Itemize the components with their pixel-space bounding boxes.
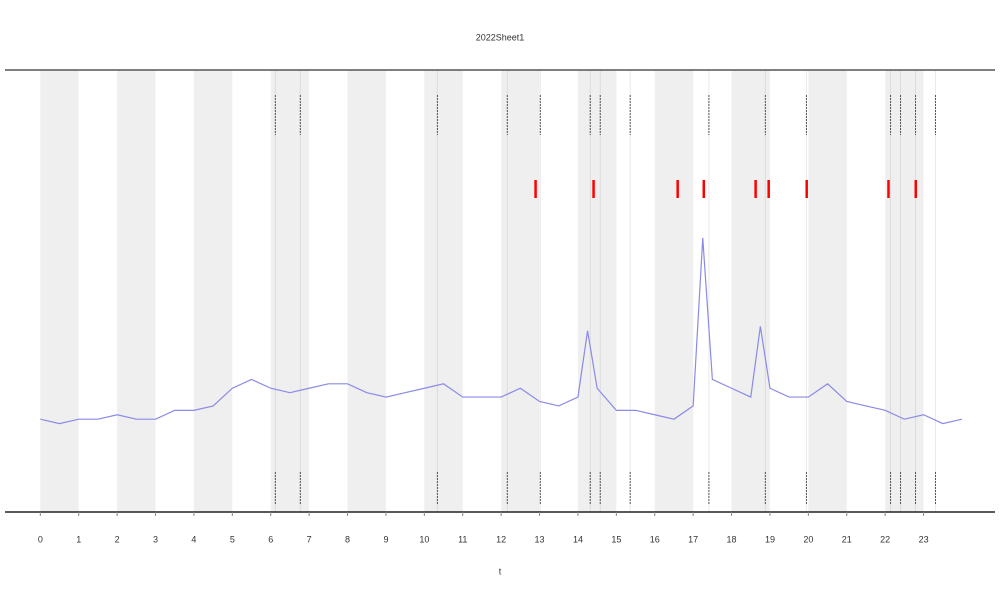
x-tick-label: 14 [573,534,583,544]
x-tick-label: 13 [535,534,545,544]
x-tick-label: 15 [611,534,621,544]
x-tick-label: 11 [458,534,467,544]
shaded-period [654,70,694,512]
x-tick-label: 8 [345,534,350,544]
shaded-period [808,70,847,512]
shaded-period [40,70,79,512]
shaded-period [501,70,540,512]
x-tick-label: 19 [765,534,775,544]
x-tick-label: 20 [803,534,813,544]
x-tick-label: 3 [153,534,158,544]
data-line [40,237,963,425]
shaded-period [731,70,770,512]
x-tick-label: 4 [191,534,196,544]
chart-title: 2022Sheet1 [476,32,525,42]
x-tick-label: 7 [307,534,312,544]
x-tick-label: 18 [727,534,737,544]
alert-mark [702,180,706,198]
alert-mark [914,180,918,198]
shaded-period [270,70,310,512]
shaded-period [347,70,386,512]
x-tick-label: 2 [115,534,120,544]
shaded-period [885,70,924,512]
shaded-period [193,70,233,512]
x-tick-label: 22 [880,534,890,544]
alert-mark [805,180,808,198]
shaded-period [577,70,617,512]
x-tick-label: 0 [38,534,43,544]
x-tick-label: 17 [688,534,698,544]
alert-mark [592,180,595,198]
x-tick-label: 1 [76,534,81,544]
x-tick-label: 10 [419,534,429,544]
alert-mark [534,180,537,198]
x-tick-label: 21 [842,534,852,544]
x-tick-label: 12 [496,534,506,544]
x-tick-label: 23 [919,534,929,544]
x-tick-label: 6 [268,534,273,544]
alert-mark [754,180,757,198]
x-tick-label: 16 [650,534,660,544]
alert-mark [887,180,890,198]
shaded-period [117,70,156,512]
shaded-period [424,70,463,512]
x-tick-label: 5 [230,534,235,544]
alert-mark [767,180,770,198]
alert-mark [676,180,679,198]
x-tick-label: 9 [383,534,388,544]
x-axis-label: t [499,566,502,576]
